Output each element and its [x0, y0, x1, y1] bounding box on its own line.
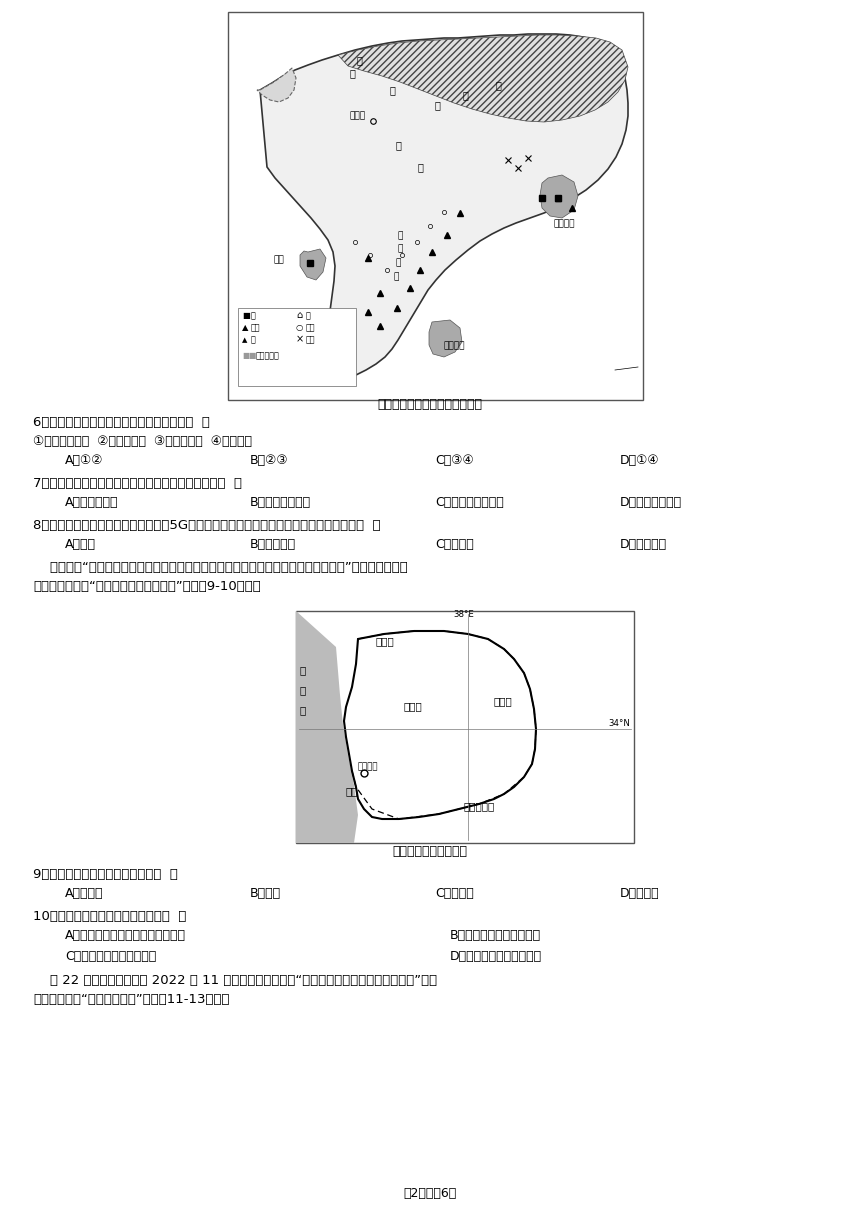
Text: D．群岛国: D．群岛国 [620, 886, 660, 900]
Text: 土耳其: 土耳其 [376, 636, 395, 646]
Text: D．①④: D．①④ [620, 454, 660, 467]
Text: 中: 中 [300, 685, 306, 696]
Text: 38°E: 38°E [453, 610, 474, 619]
Polygon shape [296, 610, 358, 843]
Text: 叙利亚地理位置示意图: 叙利亚地理位置示意图 [392, 845, 468, 858]
Polygon shape [338, 35, 628, 122]
Text: A．①②: A．①② [65, 454, 103, 467]
Text: 印度矿产、农作物及工业分布图: 印度矿产、农作物及工业分布图 [378, 398, 482, 411]
Text: ▲: ▲ [242, 323, 249, 332]
Text: ■■: ■■ [242, 351, 256, 360]
Text: 世界杯吉祥物“拉伊卜建模图”，完戕11-13小题。: 世界杯吉祥物“拉伊卜建模图”，完戕11-13小题。 [33, 993, 230, 1006]
Text: A．位于亚洲西部，首都是大马士革: A．位于亚洲西部，首都是大马士革 [65, 929, 186, 942]
FancyBboxPatch shape [238, 308, 356, 385]
Text: 拉: 拉 [390, 85, 396, 95]
Text: 10．关于叙利亚的说法，错误的是（  ）: 10．关于叙利亚的说法，错误的是（ ） [33, 910, 187, 923]
Text: ○: ○ [296, 323, 304, 332]
Polygon shape [257, 68, 296, 102]
Text: 棉花: 棉花 [306, 323, 316, 332]
Text: 新德里: 新德里 [350, 111, 366, 120]
Text: D．高等院校众多: D．高等院校众多 [620, 496, 682, 510]
Text: 山: 山 [463, 90, 469, 100]
Text: 班加罗尔: 班加罗尔 [443, 340, 464, 350]
Text: 海: 海 [300, 705, 306, 715]
Text: B．叙利亚东与伊拉克接壤: B．叙利亚东与伊拉克接壤 [450, 929, 541, 942]
Text: B．岛国: B．岛国 [250, 886, 281, 900]
Text: ⌂: ⌂ [296, 310, 302, 320]
Text: ▲: ▲ [242, 337, 248, 343]
Text: A．滨临印度洋: A．滨临印度洋 [65, 496, 119, 510]
Polygon shape [344, 631, 536, 820]
Text: 喜: 喜 [357, 55, 363, 64]
Text: 锶: 锶 [306, 311, 310, 320]
Text: 原: 原 [394, 272, 399, 281]
Text: A．临海国: A．临海国 [65, 886, 103, 900]
Text: D．东南与沙特阿拉伯接壤: D．东南与沙特阿拉伯接壤 [450, 950, 542, 963]
Text: 黄麻: 黄麻 [306, 334, 316, 344]
Polygon shape [260, 34, 628, 385]
Text: 河: 河 [418, 162, 424, 171]
Text: C．西部沿海地区冬季多雨: C．西部沿海地区冬季多雨 [65, 950, 157, 963]
Text: 加尔各答: 加尔各答 [554, 219, 575, 229]
Text: 脉: 脉 [496, 80, 502, 90]
Text: B．加尔各答: B．加尔各答 [250, 537, 296, 551]
Text: C．③④: C．③④ [435, 454, 474, 467]
Text: C．内陆国: C．内陆国 [435, 886, 474, 900]
Text: A．孟买: A．孟买 [65, 537, 96, 551]
Text: 6．据图分析，加尔各答的主要工业部门有（  ）: 6．据图分析，加尔各答的主要工业部门有（ ） [33, 416, 210, 429]
Text: 34°N: 34°N [608, 719, 630, 728]
Text: C．劳动力资源丰富: C．劳动力资源丰富 [435, 496, 504, 510]
Text: 第2页，共6页: 第2页，共6页 [403, 1187, 457, 1200]
FancyBboxPatch shape [228, 12, 643, 400]
Text: 约旦: 约旦 [346, 786, 359, 796]
Text: 受战争之苦。读“叙利亚地理位置示意图”，完戅9-10小题。: 受战争之苦。读“叙利亚地理位置示意图”，完戅9-10小题。 [33, 580, 261, 593]
Text: B．靠近棉花产地: B．靠近棉花产地 [250, 496, 311, 510]
Text: 石油: 石油 [251, 323, 261, 332]
Text: 第 22 届世界杯足球赛于 2022 年 11 月在卡塔尔举行，读“卡塔尔地理位置图和气温降水图”以及: 第 22 届世界杯足球赛于 2022 年 11 月在卡塔尔举行，读“卡塔尔地理位… [33, 974, 437, 987]
Text: D．班加罗尔: D．班加罗尔 [620, 537, 667, 551]
Text: 马: 马 [350, 68, 356, 78]
Text: 地: 地 [300, 665, 306, 675]
Polygon shape [300, 249, 326, 280]
Text: 叙利亚: 叙利亚 [404, 700, 423, 711]
Text: 德: 德 [397, 231, 402, 240]
Text: ×: × [296, 334, 304, 344]
FancyBboxPatch shape [296, 610, 634, 843]
Text: 孟买: 孟买 [274, 255, 285, 264]
Text: 伊拉克: 伊拉克 [494, 696, 513, 706]
Text: 铁: 铁 [251, 334, 255, 344]
Text: 干: 干 [397, 244, 402, 253]
Polygon shape [429, 320, 462, 358]
Text: B．②③: B．②③ [250, 454, 289, 467]
Text: 雅: 雅 [435, 100, 441, 109]
Text: 大马士革: 大马士革 [358, 762, 378, 771]
Text: ■: ■ [242, 311, 250, 320]
Text: 煤: 煤 [251, 311, 255, 320]
Text: 7．与加尔各答相比，孟买发展棉纺织工业的优势是（  ）: 7．与加尔各答相比，孟买发展棉纺织工业的优势是（ ） [33, 477, 242, 490]
Text: 有人说：“我们并非生活在一个和平的世界，但庆幸的是我们生活在一个安全的国家”。叙利亚多年饣: 有人说：“我们并非生活在一个和平的世界，但庆幸的是我们生活在一个安全的国家”。叙… [33, 561, 408, 574]
Text: 沙特阿拉伯: 沙特阿拉伯 [464, 801, 495, 811]
Text: C．新德里: C．新德里 [435, 537, 474, 551]
Text: 9．从海陆位置来看，叙利亚属于（  ）: 9．从海陆位置来看，叙利亚属于（ ） [33, 868, 178, 882]
Text: 主要工业区: 主要工业区 [256, 351, 280, 360]
Text: 8．印度的软件产业独树一帜，为发展5G产业提供了条件。图中软件产业最发达的城市是（  ）: 8．印度的软件产业独树一帜，为发展5G产业提供了条件。图中软件产业最发达的城市是… [33, 519, 381, 533]
Text: 恒: 恒 [396, 140, 402, 150]
Polygon shape [540, 175, 578, 218]
Text: 高: 高 [395, 258, 401, 268]
Text: ①航空航天工业  ②棉纺织工业  ③麻纺织工业  ④锤铁工业: ①航空航天工业 ②棉纺织工业 ③麻纺织工业 ④锤铁工业 [33, 435, 252, 447]
